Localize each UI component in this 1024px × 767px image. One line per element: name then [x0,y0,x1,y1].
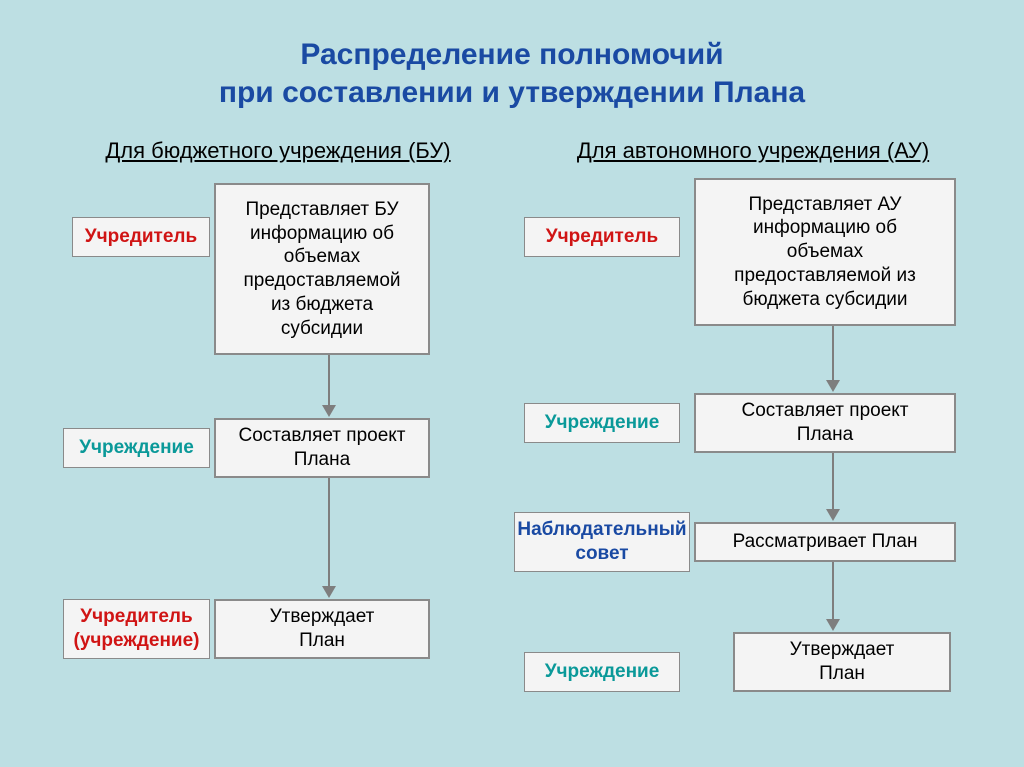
main-title: Распределение полномочий при составлении… [0,36,1024,111]
arrow-ra3 [826,562,840,631]
label-box-l2: Учреждение [63,428,210,468]
label-box-l3: Учредитель (учреждение) [63,599,210,659]
arrow-la2 [322,478,336,598]
label-box-r2: Учреждение [524,403,680,443]
subhead-sub-right: Для автономного учреждения (АУ) [543,138,963,164]
subhead-sub-left: Для бюджетного учреждения (БУ) [78,138,478,164]
label-box-r3: Наблюдательный совет [514,512,690,572]
arrow-ra1 [826,326,840,392]
arrow-la1 [322,355,336,417]
content-box-rc3: Рассматривает План [694,522,956,562]
content-box-lc3: Утверждает План [214,599,430,659]
content-box-rc4: Утверждает План [733,632,951,692]
content-box-rc2: Составляет проект Плана [694,393,956,453]
content-box-lc2: Составляет проект Плана [214,418,430,478]
title-line-2: при составлении и утверждении Плана [0,74,1024,112]
diagram-canvas: Распределение полномочий при составлении… [0,0,1024,767]
label-box-r4: Учреждение [524,652,680,692]
label-box-l1: Учредитель [72,217,210,257]
content-box-rc1: Представляет АУ информацию об объемах пр… [694,178,956,326]
label-box-r1: Учредитель [524,217,680,257]
content-box-lc1: Представляет БУ информацию об объемах пр… [214,183,430,355]
arrow-ra2 [826,453,840,521]
title-line-1: Распределение полномочий [0,36,1024,74]
